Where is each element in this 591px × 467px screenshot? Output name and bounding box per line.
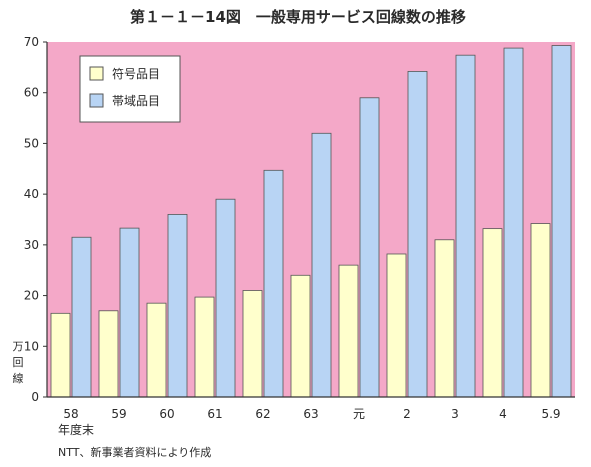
- bar-band-items: [455, 54, 476, 398]
- bar-symbol-items: [194, 296, 215, 398]
- bar-symbol-items: [290, 274, 311, 398]
- x-tick-label: 63: [303, 407, 318, 421]
- bar-band-items: [119, 227, 140, 398]
- y-tick-label: 50: [24, 136, 39, 150]
- bar-symbol-items: [50, 312, 71, 398]
- y-axis-label-char: 万: [13, 340, 24, 353]
- y-tick-label: 30: [24, 238, 39, 252]
- legend-box: [79, 55, 181, 123]
- bar-band-items: [551, 45, 572, 398]
- x-tick-label: 2: [403, 407, 411, 421]
- y-tick-label: 70: [24, 35, 39, 49]
- y-tick-label: 60: [24, 86, 39, 100]
- legend-label-band-items: 帯域品目: [112, 94, 160, 108]
- y-tick-label: 0: [31, 390, 39, 404]
- y-tick-label: 10: [24, 339, 39, 353]
- bar-band-items: [503, 47, 524, 398]
- x-tick-label: 58: [63, 407, 78, 421]
- bar-symbol-items: [482, 228, 503, 398]
- bar-band-items: [71, 236, 92, 398]
- bar-symbol-items: [98, 310, 119, 398]
- bar-band-items: [311, 132, 332, 398]
- bar-symbol-items: [338, 264, 359, 398]
- y-tick-label: 40: [24, 187, 39, 201]
- x-tick-label: 61: [207, 407, 222, 421]
- bar-symbol-items: [434, 239, 455, 398]
- bar-band-items: [263, 169, 284, 398]
- bar-band-items: [167, 214, 188, 398]
- y-axis-label: 万回線: [13, 340, 24, 385]
- legend-label-symbol-items: 符号品目: [112, 66, 160, 81]
- bar-band-items: [407, 71, 428, 398]
- x-tick-label: 5.9: [541, 407, 560, 421]
- x-tick-label: 3: [451, 407, 459, 421]
- source-note: NTT、新事業者資料により作成: [58, 445, 211, 459]
- y-axis-label-char: 回: [13, 356, 24, 369]
- bar-band-items: [359, 97, 380, 398]
- bar-symbol-items: [386, 253, 407, 398]
- legend-swatch-symbol-items: [89, 66, 104, 81]
- bar-symbol-items: [242, 290, 263, 398]
- bar-symbol-items: [530, 223, 551, 398]
- bar-band-items: [215, 198, 236, 398]
- legend: 符号品目 帯域品目: [79, 55, 181, 123]
- x-tick-label: 60: [159, 407, 174, 421]
- y-axis-label-char: 線: [13, 371, 24, 385]
- bar-symbol-items: [146, 302, 167, 398]
- x-tick-label: 59: [111, 407, 126, 421]
- legend-swatch-band-items: [89, 93, 104, 108]
- x-tick-label: 62: [255, 407, 270, 421]
- y-tick-label: 20: [24, 289, 39, 303]
- x-tick-label: 4: [499, 407, 507, 421]
- chart-title: 第１－１－14図 一般専用サービス回線数の推移: [130, 8, 466, 26]
- x-axis-label: 年度末: [58, 422, 94, 437]
- x-tick-label: 元: [353, 407, 365, 421]
